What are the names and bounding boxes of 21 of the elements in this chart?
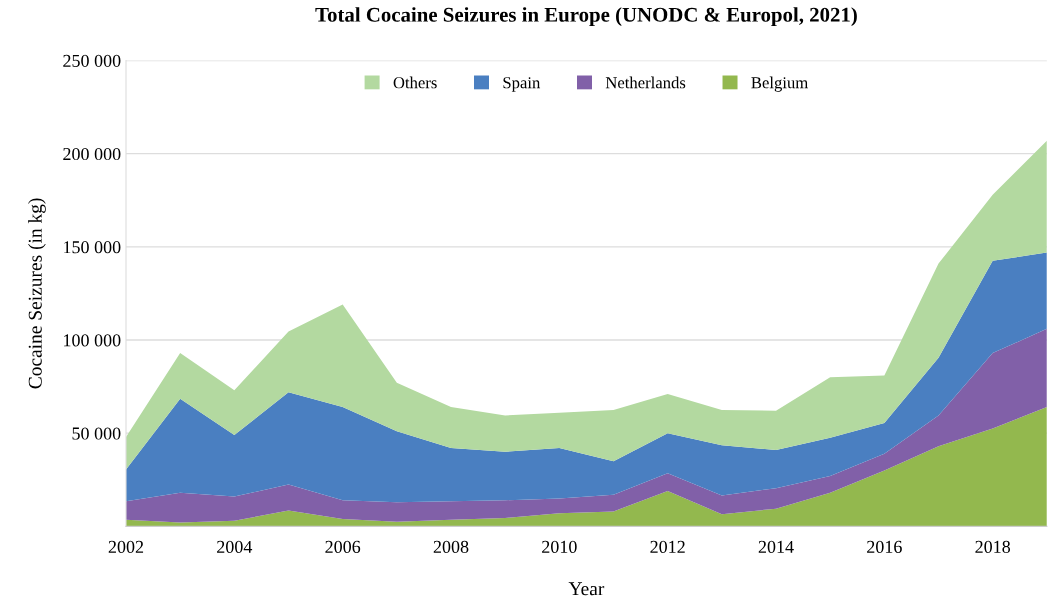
x-tick-label: 2004 [217,540,253,553]
x-tick-label: 2010 [542,540,577,553]
x-tick-label: 2014 [758,540,794,553]
y-tick-label: 200 000 [63,147,121,161]
legend-label: Belgium [751,76,808,92]
x-tick-label: 2002 [108,540,144,553]
x-axis-title: Year [568,582,605,596]
x-tick-label: 2012 [650,540,685,553]
y-tick-label: 100 000 [64,334,121,347]
y-axis-title: Cocaine Seizures (in kg) [28,198,46,389]
x-tick-label: 2008 [433,540,469,553]
legend-label: Spain [503,77,541,92]
legend-label: Netherlands [605,76,686,89]
x-tick-label: 2018 [975,540,1011,553]
legend-label: Others [393,76,437,89]
y-tick-label: 250 000 [63,54,121,67]
y-tick-label: 150 000 [64,241,121,254]
x-tick-label: 2016 [867,540,902,553]
x-tick-label: 2006 [325,540,361,553]
chart-title: Total Cocaine Seizures in Europe (UNODC & Europol, 2021) [315,7,857,27]
y-tick-label: 50 000 [72,427,121,440]
